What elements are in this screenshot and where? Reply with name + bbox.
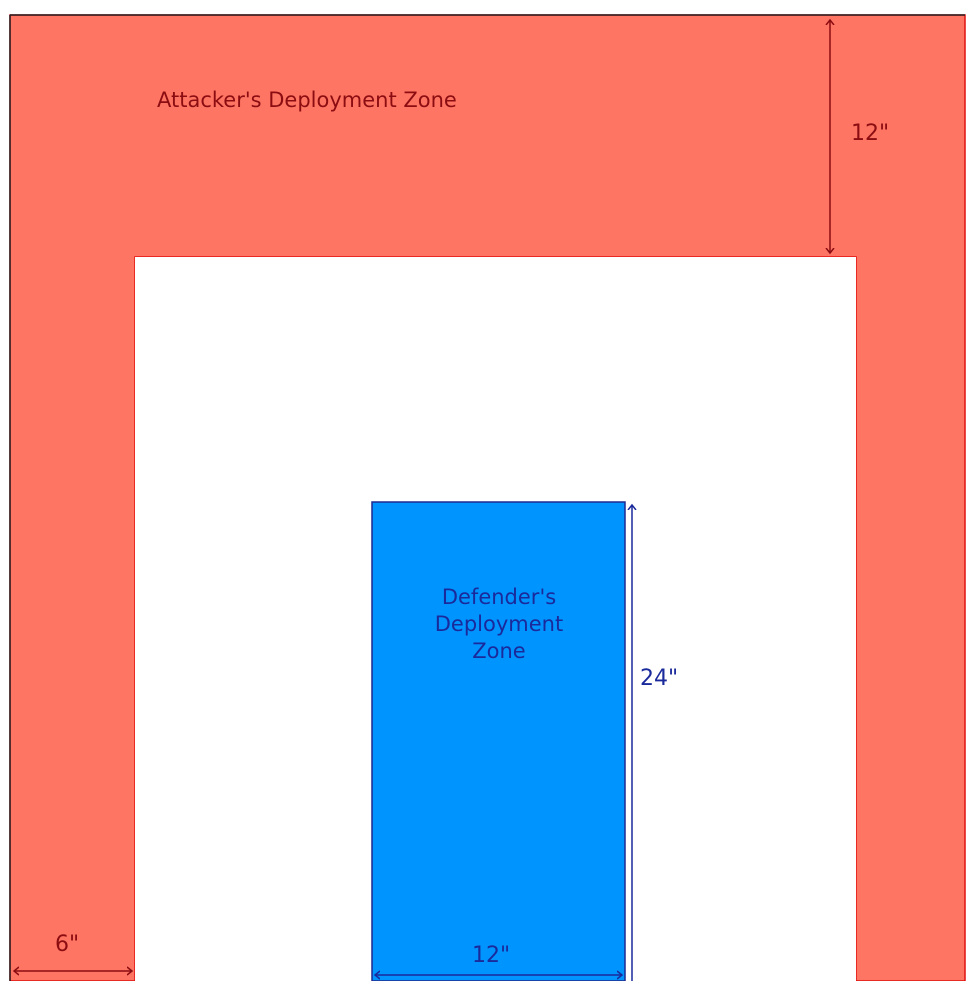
defender-width-label: 12" — [472, 943, 511, 968]
defender-zone-label-line-1: Defender's — [441, 585, 557, 609]
side-width-label: 6" — [55, 932, 80, 957]
attacker-depth-label: 12" — [851, 121, 890, 146]
defender-depth-label: 24" — [640, 666, 679, 691]
attacker-zone-label: Attacker's Deployment Zone — [157, 88, 457, 112]
defender-deployment-zone — [371, 501, 626, 981]
defender-zone-label: Defender's Deployment Zone — [372, 584, 626, 665]
defender-zone-label-line-3: Zone — [472, 639, 526, 663]
defender-zone-label-line-2: Deployment — [434, 612, 564, 636]
